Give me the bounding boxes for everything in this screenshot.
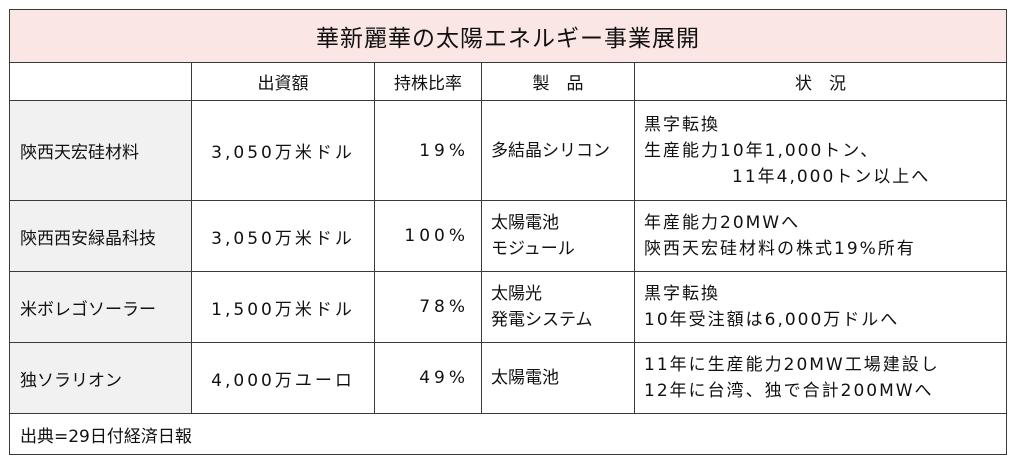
table-container: 華新麗華の太陽エネルギー事業展開 出資額 持株比率 製 品 状 況 陝西天宏硅材… — [9, 9, 1007, 455]
product-line: 太陽電池 — [491, 368, 559, 388]
status-line: 黒字転換 — [644, 114, 720, 135]
status-line: 11年に生産能力20MW工場建設し — [644, 355, 940, 375]
header-company — [9, 62, 192, 101]
status-line: 10年受注額は6,000万ドルへ — [644, 310, 900, 330]
product-line: 太陽光 — [491, 284, 542, 304]
table-row: 陝西天宏硅材料 3,050万米ドル 19% 多結晶シリコン 黒字転換 生産能力1… — [9, 100, 1007, 201]
solar-business-table: 華新麗華の太陽エネルギー事業展開 出資額 持株比率 製 品 状 況 陝西天宏硅材… — [9, 9, 1007, 455]
product: 太陽光 発電システム — [481, 271, 635, 343]
table-row: 独ソラリオン 4,000万ユーロ 49% 太陽電池 11年に生産能力20MW工場… — [9, 342, 1007, 414]
status-line: 12年に台湾、独で合計200MWへ — [644, 381, 934, 401]
ownership-ratio: 78% — [374, 271, 482, 343]
company-name: 陝西西安緑晶科技 — [9, 200, 192, 272]
status: 年産能力20MWへ 陝西天宏硅材料の株式19%所有 — [634, 200, 1007, 272]
company-name: 陝西天宏硅材料 — [9, 100, 192, 201]
product-line: 太陽電池 — [491, 213, 559, 233]
header-status: 状 況 — [634, 62, 1007, 101]
ownership-ratio: 19% — [374, 100, 482, 201]
header-ratio: 持株比率 — [374, 62, 482, 101]
table-row: 陝西西安緑晶科技 3,050万米ドル 100% 太陽電池 モジュール 年産能力2… — [9, 200, 1007, 272]
ownership-ratio: 100% — [374, 200, 482, 272]
ownership-ratio: 49% — [374, 342, 482, 414]
product: 太陽電池 モジュール — [481, 200, 635, 272]
investment-amount: 3,050万米ドル — [191, 200, 375, 272]
table-title: 華新麗華の太陽エネルギー事業展開 — [9, 9, 1007, 63]
product-line: モジュール — [491, 239, 575, 259]
product: 太陽電池 — [481, 342, 635, 414]
product-line: 発電システム — [491, 310, 593, 330]
investment-amount: 4,000万ユーロ — [191, 342, 375, 414]
status-line: 年産能力20MWへ — [644, 213, 801, 233]
status-line: 生産能力10年1,000トン、 — [644, 140, 880, 161]
status: 黒字転換 生産能力10年1,000トン、 11年4,000トン以上へ — [634, 100, 1007, 201]
header-investment: 出資額 — [191, 62, 375, 101]
company-name: 米ボレゴソーラー — [9, 271, 192, 343]
status: 11年に生産能力20MW工場建設し 12年に台湾、独で合計200MWへ — [634, 342, 1007, 414]
status-line: 11年4,000トン以上へ — [732, 166, 931, 187]
company-name: 独ソラリオン — [9, 342, 192, 414]
header-product: 製 品 — [481, 62, 635, 101]
product-line: 多結晶シリコン — [491, 140, 610, 161]
source-note: 出典=29日付経済日報 — [9, 413, 1007, 455]
status: 黒字転換 10年受注額は6,000万ドルへ — [634, 271, 1007, 343]
product: 多結晶シリコン — [481, 100, 635, 201]
status-line: 黒字転換 — [644, 284, 720, 304]
table-row: 米ボレゴソーラー 1,500万米ドル 78% 太陽光 発電システム 黒字転換 1… — [9, 271, 1007, 343]
investment-amount: 1,500万米ドル — [191, 271, 375, 343]
investment-amount: 3,050万米ドル — [191, 100, 375, 201]
status-line: 陝西天宏硅材料の株式19%所有 — [644, 239, 916, 259]
